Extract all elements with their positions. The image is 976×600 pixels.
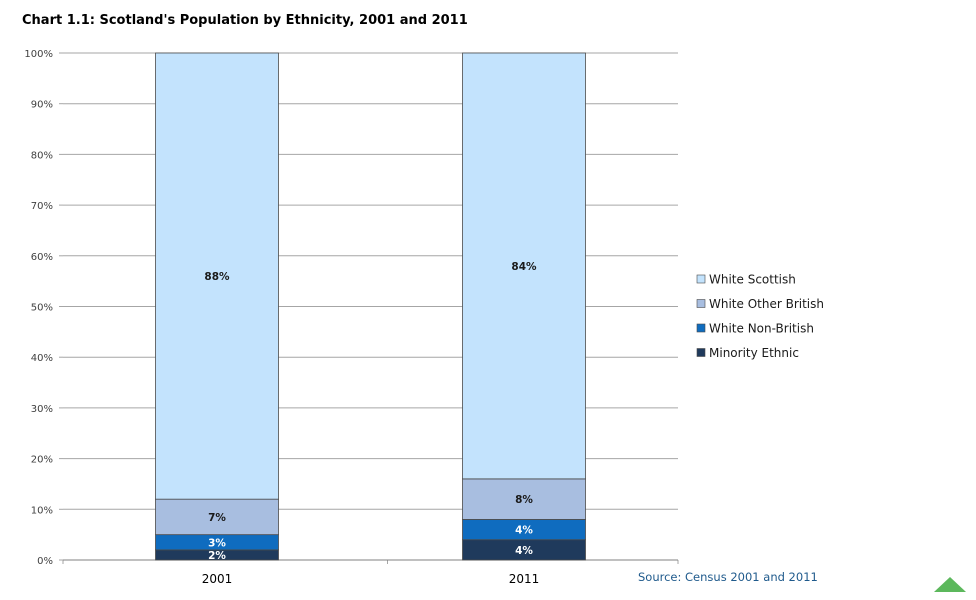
y-tick-label: 40% [31,353,53,364]
legend: White Scottish White Other British White N… [696,273,824,360]
bar-segment [155,52,279,500]
data-label: 3% [208,537,226,549]
legend-swatch [696,323,706,333]
y-tick-label: 60% [31,252,53,263]
data-label: 4% [515,525,533,537]
bar-segment [155,498,279,536]
scroll-to-top-icon[interactable] [934,577,966,592]
data-label: 4% [515,545,533,557]
legend-entry: Minority Ethnic [709,346,799,360]
x-tick-label: 2011 [509,572,540,586]
data-label: 2% [208,550,226,562]
y-tick-label: 0% [37,556,53,567]
data-label: 8% [515,494,533,506]
chart-title: Chart 1.1: Scotland's Population by Ethn… [22,13,468,28]
bars: 2%3% 7% 88% 4% 4% 8% 84% [155,52,586,562]
legend-swatch [696,274,706,284]
y-tick-label: 100% [24,49,53,60]
data-label: 88% [204,271,230,283]
legend-swatch [696,299,706,308]
legend-entry: White Non-British [709,322,814,336]
x-axis-tick-labels: 2001 2011 [202,572,540,586]
y-tick-label: 90% [31,100,53,111]
x-tick-label: 2001 [202,572,233,586]
legend-entry: White Scottish [709,273,796,287]
bar-segment [462,52,586,480]
legend-entry: White Other British [709,297,824,311]
y-tick-label: 50% [31,303,53,314]
y-tick-label: 20% [31,455,53,466]
bar-segment [462,478,586,520]
y-tick-label: 10% [31,505,53,516]
y-tick-label: 80% [31,150,53,161]
y-tick-label: 70% [31,201,53,212]
data-label: 7% [208,512,226,524]
data-label: 84% [511,261,537,273]
source-note: Source: Census 2001 and 2011 [638,570,818,584]
y-tick-label: 30% [31,404,53,415]
y-axis-tick-labels: 0% 10% 20% 30% 40% 50% 60% 70% 80% 90% 100% [24,49,53,567]
legend-swatch [696,348,706,357]
